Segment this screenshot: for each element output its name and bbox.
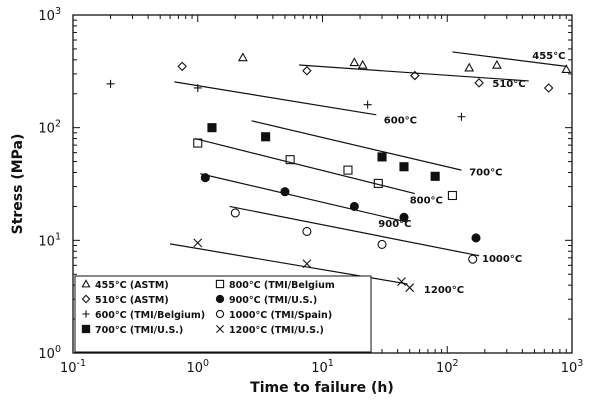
- curve-label: 800°C: [410, 196, 443, 207]
- curve-label: 510°C: [492, 79, 525, 90]
- fit-line: [200, 173, 408, 223]
- data-point: [343, 165, 353, 175]
- legend-entry: 510°C (ASTM): [95, 295, 169, 306]
- curve-label: 455°C: [532, 51, 565, 62]
- data-point: [207, 123, 217, 133]
- data-point: [471, 233, 481, 243]
- x-tick-label: 100: [186, 358, 209, 376]
- y-tick-label: 101: [38, 231, 61, 249]
- data-point: [468, 254, 478, 264]
- data-point: [464, 62, 475, 72]
- data-point: [373, 178, 383, 188]
- data-point: [377, 239, 387, 249]
- legend: 455°C (ASTM) 510°C (ASTM) 600°C (TMI/Belgi…: [74, 275, 372, 353]
- fit-line: [229, 205, 480, 257]
- data-point: [349, 57, 360, 67]
- fit-line: [194, 138, 416, 195]
- data-point: [302, 65, 312, 76]
- legend-marker: [81, 294, 91, 304]
- legend-marker: [215, 279, 225, 289]
- data-point: [399, 162, 409, 172]
- data-point: [543, 83, 554, 93]
- legend-marker: [82, 310, 90, 318]
- legend-entry: 1000°C (TMI/Spain): [229, 310, 332, 321]
- x-tick-label: 102: [436, 358, 459, 376]
- legend-entry: 455°C (ASTM): [95, 280, 169, 291]
- data-point: [200, 173, 210, 183]
- curve-label: 1000°C: [482, 254, 522, 265]
- data-point: [474, 78, 484, 88]
- data-point: [280, 187, 290, 197]
- legend-marker: [81, 279, 91, 288]
- y-tick-label: 102: [38, 119, 61, 137]
- data-point: [261, 132, 271, 142]
- curve-label: 700°C: [469, 167, 502, 178]
- legend-entry: 1200°C (TMI/U.S.): [229, 325, 324, 336]
- legend-box: [74, 275, 372, 353]
- data-point: [491, 59, 502, 69]
- legend-entry: 900°C (TMI/U.S.): [229, 295, 317, 306]
- data-point: [106, 79, 115, 88]
- fit-line: [174, 81, 377, 116]
- data-point: [302, 226, 312, 236]
- curve-label: 900°C: [378, 219, 411, 230]
- data-points: [106, 52, 572, 293]
- data-point: [302, 259, 312, 269]
- data-point: [377, 152, 387, 162]
- data-point: [193, 83, 202, 92]
- data-point: [561, 64, 572, 73]
- y-tick-label: 103: [38, 6, 61, 24]
- legend-marker: [216, 325, 224, 333]
- x-tick-label: 10-1: [60, 358, 86, 376]
- data-point: [363, 100, 372, 109]
- data-point: [457, 112, 466, 121]
- legend-entry: 800°C (TMI/Belgium: [229, 280, 335, 291]
- data-point: [399, 212, 409, 222]
- legend-marker: [215, 309, 225, 319]
- x-axis-title: Time to failure (h): [250, 380, 394, 396]
- data-point: [357, 59, 368, 69]
- fit-lines: 455°C 510°C 600°C 700°C 800°C 900°C 1000°C 1200…: [169, 51, 567, 296]
- legend-marker: [215, 294, 225, 304]
- data-point: [349, 201, 359, 211]
- curve-label: 1200°C: [424, 285, 464, 296]
- data-point: [237, 52, 248, 62]
- data-point: [405, 283, 415, 293]
- data-point: [285, 155, 295, 165]
- legend-entry: 600°C (TMI/Belgium): [95, 310, 205, 321]
- fit-line: [251, 120, 462, 171]
- curve-label: 600°C: [384, 116, 417, 127]
- fit-line: [452, 51, 567, 67]
- data-point: [230, 208, 240, 218]
- x-tick-label: 101: [311, 358, 334, 376]
- data-point: [193, 138, 203, 148]
- data-point: [430, 171, 440, 181]
- legend-entry: 700°C (TMI/U.S.): [95, 325, 183, 336]
- x-tick-label: 103: [561, 358, 584, 376]
- y-axis-title: Stress (MPa): [10, 134, 26, 235]
- data-point: [193, 238, 203, 248]
- data-point: [447, 190, 457, 201]
- data-point: [410, 70, 420, 81]
- data-point: [177, 61, 187, 72]
- y-tick-label: 100: [38, 344, 61, 362]
- legend-marker: [81, 324, 91, 334]
- data-point: [397, 277, 406, 287]
